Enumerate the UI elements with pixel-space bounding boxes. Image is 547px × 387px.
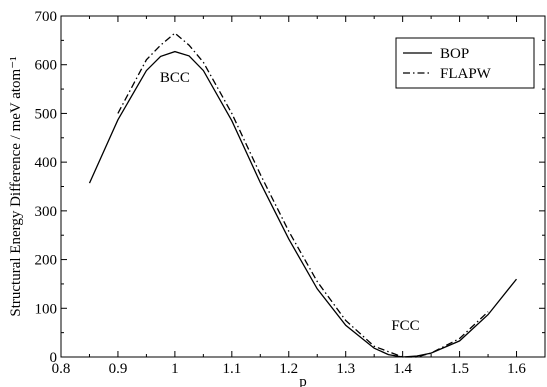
y-tick-label: 100 (35, 301, 58, 317)
y-tick-label: 0 (50, 350, 58, 366)
plot-area: 0.8 0.9 1 1.1 1.2 1.3 1.4 1.5 1.6 0 100 200 300 400 50… (35, 9, 546, 377)
y-tick-label: 300 (35, 204, 58, 220)
x-tick-label: 1.2 (279, 361, 298, 377)
y-tick-label: 600 (35, 58, 58, 74)
x-tick-label: 1.3 (336, 361, 355, 377)
annotations: BCC FCC (160, 70, 420, 334)
y-tick-label: 700 (35, 9, 58, 25)
x-tick-label: 1.5 (450, 361, 469, 377)
series-line-flapw (117, 32, 489, 358)
x-tick-label: 1.1 (222, 361, 241, 377)
annotation-bcc: BCC (160, 70, 190, 86)
x-tick-label: 0.9 (109, 361, 128, 377)
series-line-bop (88, 50, 518, 358)
x-tick-label: 1.4 (393, 361, 412, 377)
x-tick-label: 1.6 (507, 361, 526, 377)
x-tick-label: 0.8 (52, 361, 71, 377)
axis-tick-labels: 0.8 0.9 1 1.1 1.2 1.3 1.4 1.5 1.6 0 100 200 300 400 50… (35, 9, 527, 377)
x-tick-label: 1 (171, 361, 179, 377)
legend: BOP FLAPW (395, 37, 535, 89)
y-tick-label: 400 (35, 155, 58, 171)
x-axis-label: p (299, 374, 307, 387)
legend-label-bop: BOP (440, 46, 469, 62)
y-tick-label: 200 (35, 253, 58, 269)
legend-label-flapw: FLAPW (440, 66, 492, 82)
legend-box (395, 37, 535, 89)
y-tick-label: 500 (35, 106, 58, 122)
annotation-fcc: FCC (391, 318, 419, 334)
axis-ticks (60, 15, 545, 358)
data-series (88, 32, 518, 358)
y-axis-label: Structural Energy Difference / meV atom⁻… (8, 56, 24, 316)
